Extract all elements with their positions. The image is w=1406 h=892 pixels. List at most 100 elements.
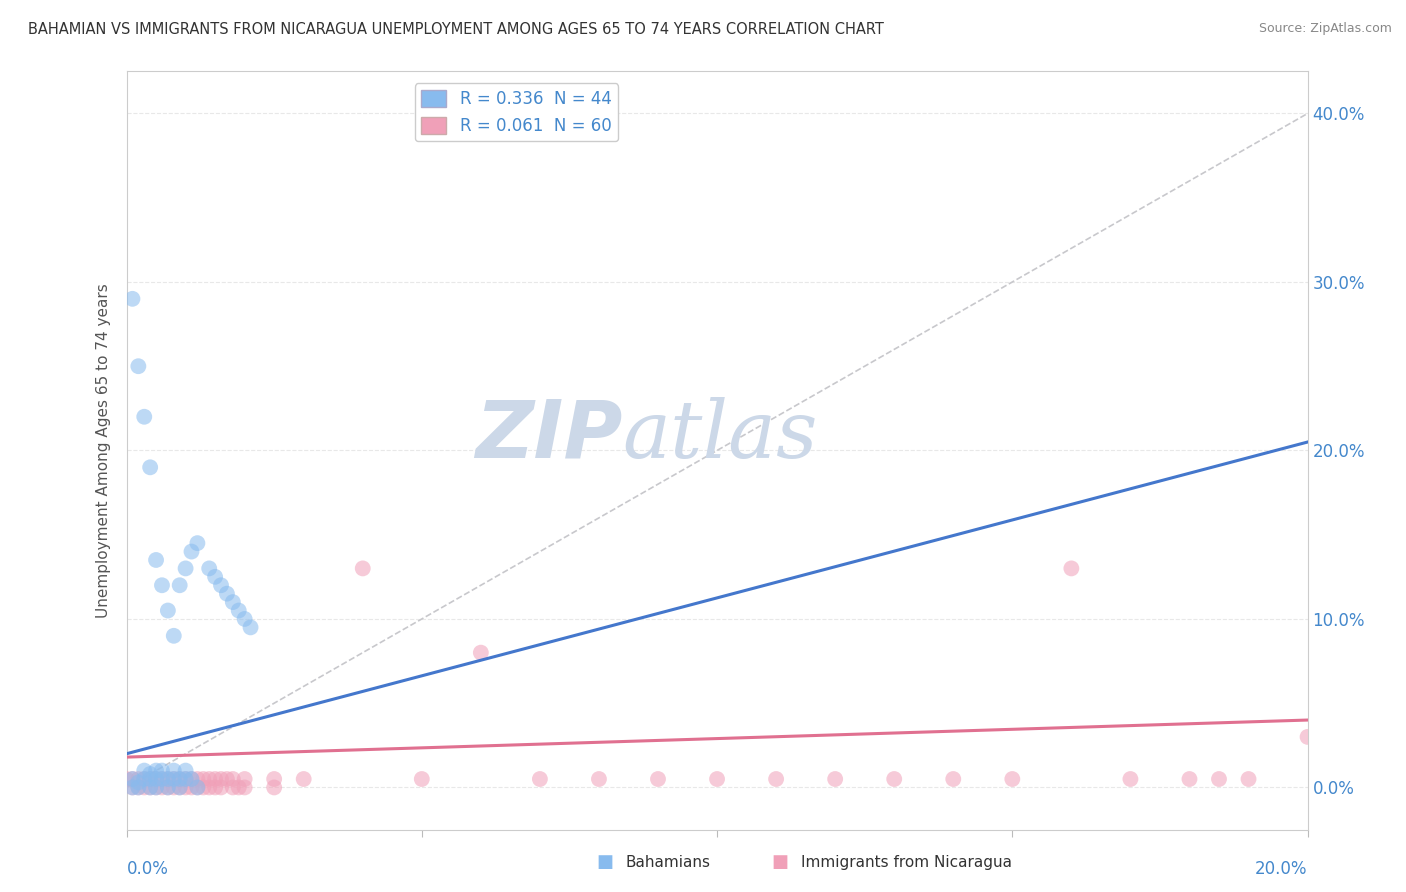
Point <box>222 595 245 609</box>
Point <box>169 772 191 786</box>
Point <box>139 772 162 786</box>
Point <box>204 570 226 584</box>
Point <box>209 780 232 795</box>
Point <box>263 780 285 795</box>
Point <box>209 578 232 592</box>
Point <box>156 780 179 795</box>
Point <box>174 780 197 795</box>
Point <box>222 772 245 786</box>
Point <box>150 578 173 592</box>
Point <box>180 544 202 558</box>
Text: 20.0%: 20.0% <box>1256 860 1308 878</box>
Point <box>233 780 256 795</box>
Point <box>121 780 143 795</box>
Point <box>765 772 787 786</box>
Point <box>204 772 226 786</box>
Point <box>169 772 191 786</box>
Point <box>127 775 149 789</box>
Point <box>121 292 143 306</box>
Point <box>127 772 149 786</box>
Text: ■: ■ <box>772 853 789 871</box>
Point <box>115 772 138 786</box>
Point <box>186 772 208 786</box>
Text: BAHAMIAN VS IMMIGRANTS FROM NICARAGUA UNEMPLOYMENT AMONG AGES 65 TO 74 YEARS COR: BAHAMIAN VS IMMIGRANTS FROM NICARAGUA UN… <box>28 22 884 37</box>
Point <box>139 460 162 475</box>
Point <box>186 780 208 795</box>
Point <box>150 764 173 778</box>
Point <box>163 772 186 786</box>
Point <box>134 409 156 424</box>
Point <box>824 772 846 786</box>
Point <box>263 772 285 786</box>
Point <box>150 780 173 795</box>
Point <box>1208 772 1230 786</box>
Text: Immigrants from Nicaragua: Immigrants from Nicaragua <box>801 855 1012 870</box>
Point <box>209 772 232 786</box>
Point <box>239 620 262 634</box>
Legend: R = 0.336  N = 44, R = 0.061  N = 60: R = 0.336 N = 44, R = 0.061 N = 60 <box>415 84 619 142</box>
Point <box>215 587 238 601</box>
Point <box>150 772 173 786</box>
Point <box>1178 772 1201 786</box>
Point <box>352 561 374 575</box>
Point <box>145 772 167 786</box>
Point <box>156 772 179 786</box>
Point <box>127 780 149 795</box>
Point <box>139 780 162 795</box>
Point <box>163 780 186 795</box>
Point <box>529 772 551 786</box>
Point <box>134 780 156 795</box>
Point <box>1119 772 1142 786</box>
Text: atlas: atlas <box>623 397 818 474</box>
Text: Bahamians: Bahamians <box>626 855 710 870</box>
Y-axis label: Unemployment Among Ages 65 to 74 years: Unemployment Among Ages 65 to 74 years <box>96 283 111 618</box>
Point <box>198 772 221 786</box>
Point <box>169 578 191 592</box>
Point <box>174 561 197 575</box>
Point <box>180 772 202 786</box>
Point <box>883 772 905 786</box>
Point <box>156 772 179 786</box>
Point <box>588 772 610 786</box>
Point <box>470 646 492 660</box>
Point <box>139 772 162 786</box>
Point <box>145 772 167 786</box>
Point <box>233 772 256 786</box>
Point <box>1001 772 1024 786</box>
Point <box>233 612 256 626</box>
Point <box>169 780 191 795</box>
Point <box>163 629 186 643</box>
Point <box>228 780 250 795</box>
Point <box>139 780 162 795</box>
Point <box>127 780 149 795</box>
Point <box>174 772 197 786</box>
Point <box>180 780 202 795</box>
Point <box>134 764 156 778</box>
Point <box>121 772 143 786</box>
Point <box>127 359 149 374</box>
Point <box>145 764 167 778</box>
Point <box>156 780 179 795</box>
Point <box>139 767 162 781</box>
Point <box>198 780 221 795</box>
Point <box>292 772 315 786</box>
Point <box>134 772 156 786</box>
Text: 0.0%: 0.0% <box>127 860 169 878</box>
Point <box>647 772 669 786</box>
Point <box>174 764 197 778</box>
Point <box>706 772 728 786</box>
Point <box>215 772 238 786</box>
Point <box>134 772 156 786</box>
Point <box>186 780 208 795</box>
Point <box>942 772 965 786</box>
Point <box>169 780 191 795</box>
Point <box>174 772 197 786</box>
Point <box>121 772 143 786</box>
Point <box>145 780 167 795</box>
Point <box>1296 730 1319 744</box>
Text: ■: ■ <box>596 853 613 871</box>
Point <box>1060 561 1083 575</box>
Point <box>228 603 250 617</box>
Point <box>411 772 433 786</box>
Point <box>198 561 221 575</box>
